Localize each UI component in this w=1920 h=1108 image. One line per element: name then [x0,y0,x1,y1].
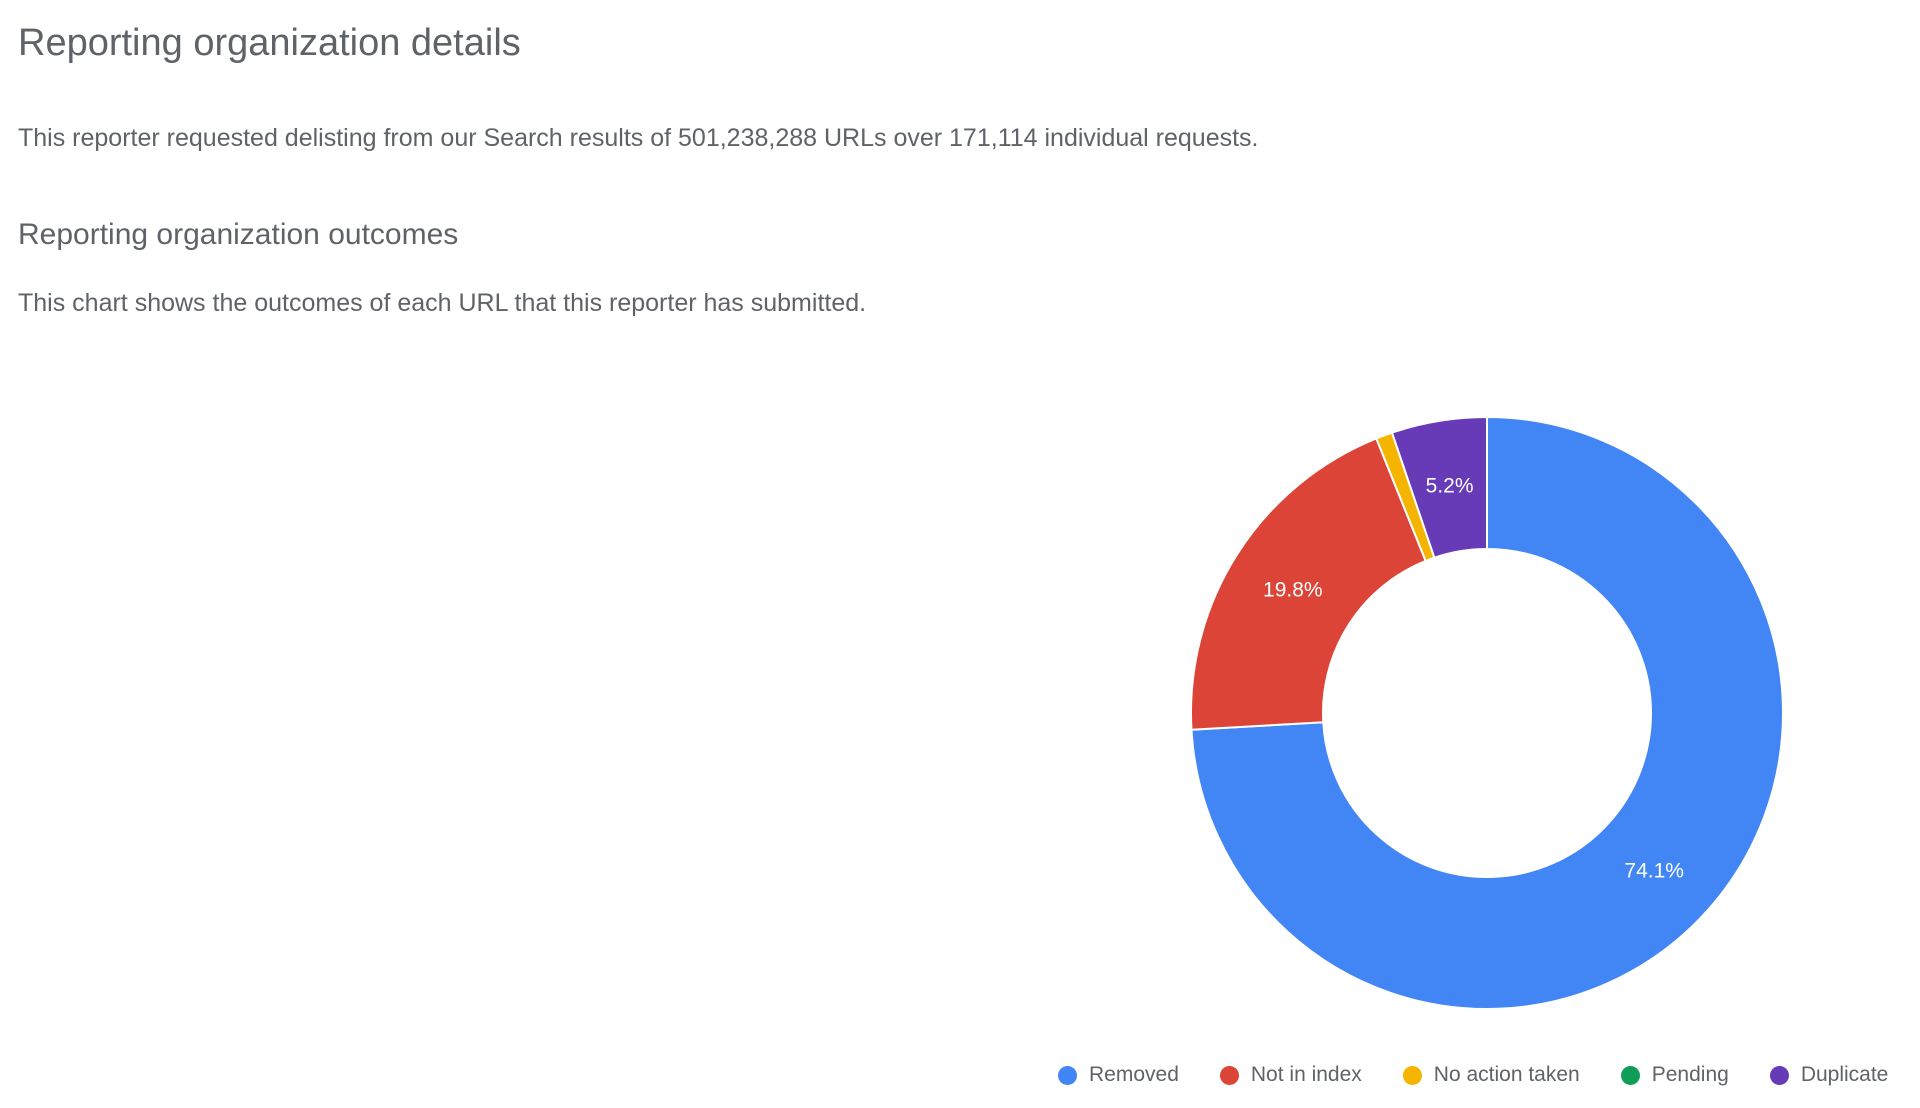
slice-label-duplicate: 5.2% [1426,475,1474,498]
legend-label: Duplicate [1800,1063,1889,1086]
legend-label: Removed [1089,1063,1179,1086]
slice-label-not-in-index: 19.8% [1263,578,1323,601]
legend-item-removed[interactable]: Removed [1058,1063,1179,1087]
slice-label-removed: 74.1% [1624,859,1684,882]
section-description: This chart shows the outcomes of each UR… [18,289,867,317]
page-title: Reporting organization details [18,22,521,64]
legend-dot-icon [1219,1065,1239,1085]
slice-duplicate[interactable] [1390,415,1488,559]
slice-not-in-index[interactable] [1190,437,1427,731]
legend-item-no-action-taken[interactable]: No action taken [1402,1063,1580,1087]
legend-item-duplicate[interactable]: Duplicate [1769,1063,1889,1087]
legend-dot-icon [1620,1065,1640,1085]
slice-removed[interactable] [1190,415,1784,1010]
legend-item-not-in-index[interactable]: Not in index [1219,1063,1362,1087]
legend-dot-icon [1769,1065,1789,1085]
chart-legend: Removed Not in index No action taken Pendin… [1058,1057,1920,1093]
legend-label: Not in index [1250,1063,1362,1086]
legend-label: No action taken [1433,1063,1580,1086]
legend-dot-icon [1402,1065,1422,1085]
legend-label: Pending [1651,1063,1729,1086]
legend-dot-icon [1058,1065,1077,1085]
reporter-summary: This reporter requested delisting from o… [18,124,1259,152]
section-title: Reporting organization outcomes [18,218,459,251]
legend-item-pending[interactable]: Pending [1620,1063,1729,1087]
